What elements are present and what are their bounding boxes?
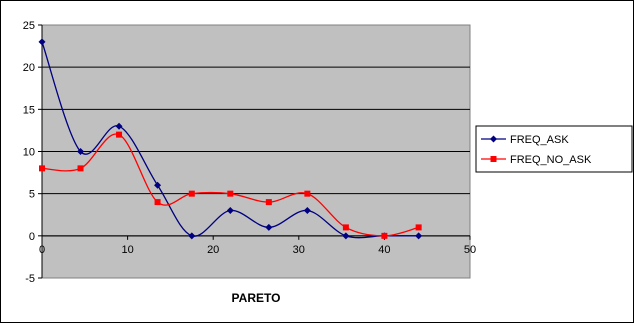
data-point — [415, 224, 422, 231]
data-point — [188, 232, 196, 240]
legend-label: FREQ_ASK — [510, 134, 569, 146]
y-tick-label: 15 — [23, 104, 35, 116]
data-point — [154, 199, 161, 206]
series-freq-no-ask — [39, 131, 422, 239]
series-layer — [38, 38, 423, 240]
y-tick-label: 20 — [23, 62, 35, 74]
legend-marker — [490, 135, 497, 143]
data-point — [226, 207, 234, 215]
y-tick-label: -5 — [25, 273, 35, 285]
legend-box — [475, 125, 633, 173]
y-tick-label: 10 — [23, 147, 35, 159]
data-point — [304, 190, 311, 197]
data-point — [303, 207, 311, 215]
data-point — [116, 131, 123, 138]
legend-label: FREQ_NO_ASK — [510, 154, 592, 166]
series-line — [41, 41, 419, 239]
legend: FREQ_ASK FREQ_NO_ASK — [481, 134, 592, 166]
legend-marker — [490, 156, 497, 162]
data-point — [154, 181, 162, 189]
y-tick-label: 5 — [29, 189, 35, 201]
x-axis-label: PARETO — [232, 291, 281, 305]
data-point — [265, 199, 272, 206]
data-point — [77, 165, 84, 172]
data-point — [265, 223, 273, 231]
x-tick-label: 0 — [39, 244, 45, 256]
legend-entry: FREQ_ASK — [481, 134, 569, 146]
x-tick-label: 10 — [121, 244, 133, 256]
data-point — [227, 190, 234, 197]
y-tick-label: 25 — [23, 20, 35, 32]
x-tick-label: 40 — [378, 244, 390, 256]
x-tick-label: 20 — [207, 244, 219, 256]
y-tick-label: 0 — [29, 231, 35, 243]
data-point — [39, 165, 45, 172]
data-point — [342, 224, 349, 231]
data-point — [38, 38, 46, 46]
x-tick-label: 50 — [464, 244, 476, 256]
data-point — [342, 232, 350, 240]
data-point — [381, 232, 388, 239]
data-point — [188, 190, 195, 197]
data-point — [77, 148, 85, 155]
x-tick-label: 30 — [293, 244, 305, 256]
data-point — [115, 122, 123, 130]
data-point — [415, 232, 423, 240]
legend-entry: FREQ_NO_ASK — [481, 154, 592, 166]
